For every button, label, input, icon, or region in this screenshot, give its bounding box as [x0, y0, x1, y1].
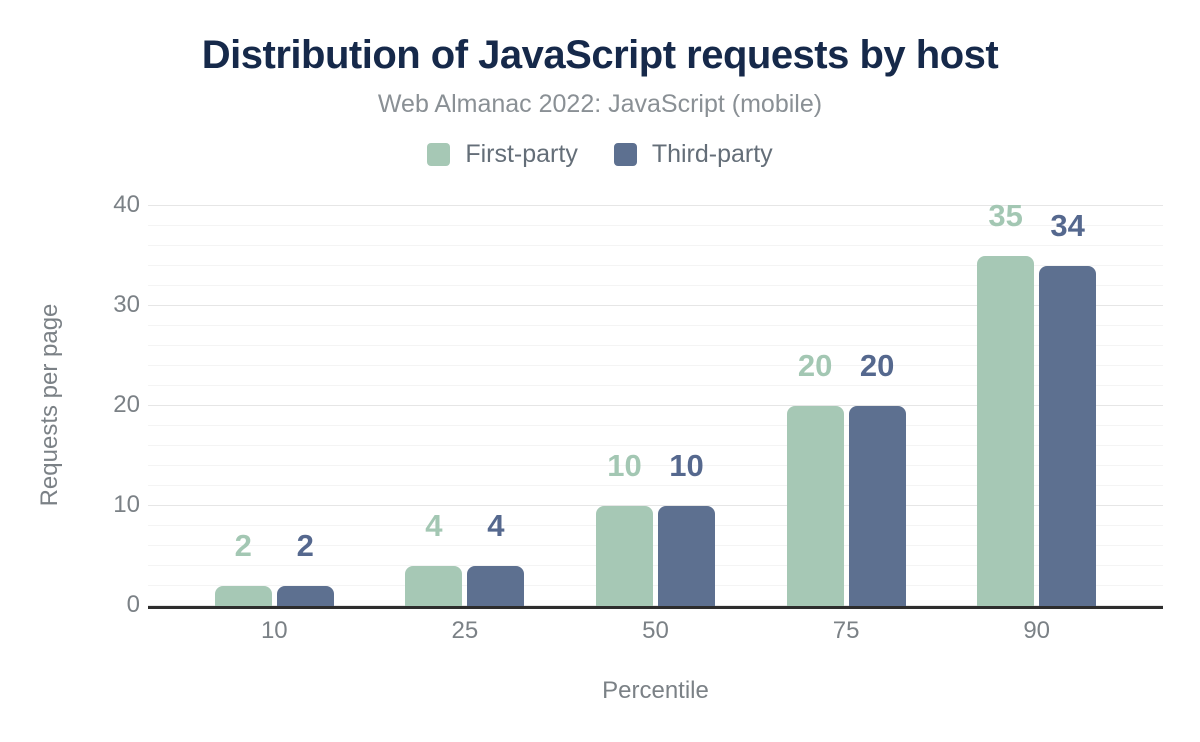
bar-third-party[interactable] — [467, 566, 525, 606]
legend-item: First-party — [427, 140, 578, 169]
bar-value-label: 2 — [234, 528, 252, 563]
legend-item: Third-party — [613, 140, 773, 169]
x-tick-label: 50 — [642, 617, 669, 644]
legend-swatch-icon — [613, 143, 637, 166]
x-tick-label: 75 — [832, 617, 860, 644]
bar-third-party[interactable] — [848, 406, 906, 606]
bar-wrap: 4 — [467, 508, 525, 606]
bars-row: 2 2 4 4 10 10 20 20 35 34 — [148, 199, 1163, 606]
bar-third-party[interactable] — [276, 586, 334, 606]
bar-first-party[interactable] — [595, 506, 653, 606]
chart-title: Distribution of JavaScript requests by h… — [201, 33, 999, 77]
y-tick-label: 40 — [113, 191, 140, 218]
y-tick-label: 0 — [126, 591, 140, 618]
legend-label: Third-party — [651, 140, 773, 168]
bar-wrap: 10 — [657, 448, 715, 606]
bar-first-party[interactable] — [405, 566, 463, 606]
bar-group: 35 34 — [941, 199, 1132, 606]
y-axis-ticks: 0 10 20 30 40 — [0, 192, 140, 618]
x-tick-label: 90 — [1023, 617, 1051, 644]
legend-label: First-party — [465, 140, 578, 168]
bar-third-party[interactable] — [657, 506, 715, 606]
x-axis-ticks: 10 25 50 75 90 — [148, 617, 1163, 645]
x-tick-label: 10 — [260, 617, 288, 644]
bar-group: 10 10 — [560, 206, 751, 606]
bar-value-label: 34 — [1050, 208, 1085, 243]
chart-subtitle: Web Almanac 2022: JavaScript (mobile) — [377, 90, 823, 118]
bar-value-label: 35 — [988, 198, 1023, 233]
x-axis-title: Percentile — [602, 677, 709, 704]
y-tick-label: 10 — [113, 491, 140, 518]
bar-first-party[interactable] — [977, 256, 1035, 606]
y-tick-label: 30 — [113, 291, 140, 318]
bar-value-label: 10 — [607, 448, 642, 483]
bar-wrap: 20 — [786, 348, 844, 606]
bar-wrap: 35 — [977, 198, 1035, 606]
plot-area: 2 2 4 4 10 10 20 20 35 34 — [148, 199, 1163, 609]
bar-value-label: 20 — [797, 348, 833, 383]
bar-wrap: 20 — [848, 348, 906, 606]
bar-value-label: 4 — [487, 508, 505, 543]
bar-first-party[interactable] — [786, 406, 844, 606]
bar-wrap: 10 — [595, 448, 653, 606]
bar-value-label: 2 — [296, 528, 314, 563]
bar-wrap: 4 — [405, 508, 463, 606]
legend-swatch-icon — [427, 143, 451, 166]
bar-value-label: 10 — [669, 448, 704, 483]
bar-group: 20 20 — [751, 206, 942, 606]
bar-first-party[interactable] — [214, 586, 272, 606]
y-tick-label: 20 — [113, 391, 140, 418]
bar-value-label: 4 — [425, 508, 443, 543]
bar-wrap: 34 — [1039, 208, 1097, 606]
x-tick-label: 25 — [451, 617, 479, 644]
bar-value-label: 20 — [859, 348, 895, 383]
bar-third-party[interactable] — [1039, 266, 1097, 606]
bar-wrap: 2 — [214, 528, 272, 606]
bar-wrap: 2 — [276, 528, 334, 606]
legend: First-party Third-party — [0, 140, 1200, 169]
